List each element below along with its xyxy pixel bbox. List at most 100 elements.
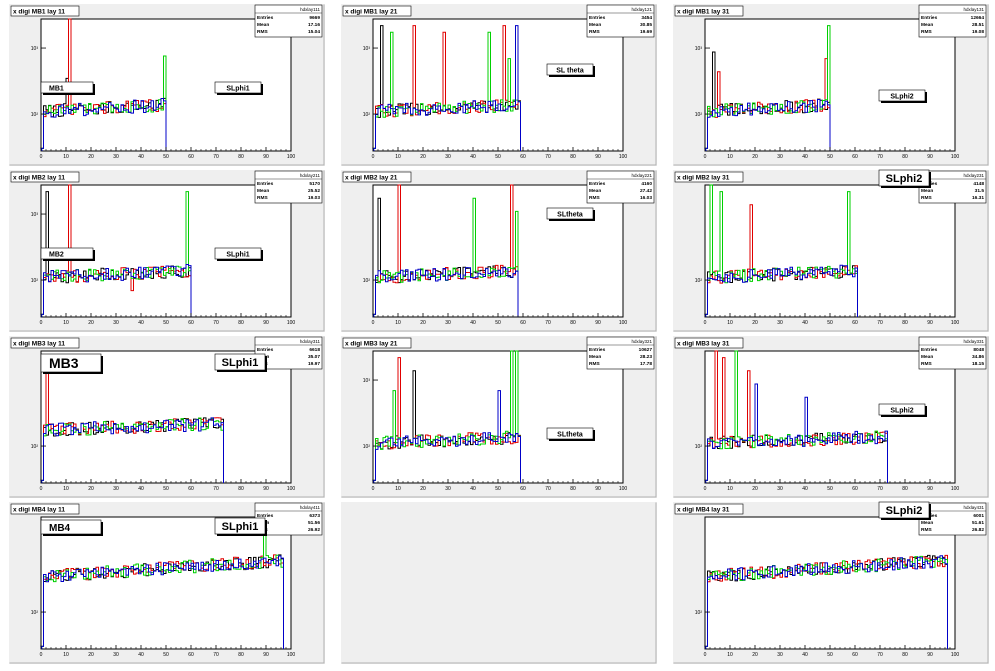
x-tick-label: 90 [263,320,269,326]
x-tick-label: 70 [213,652,219,658]
station-label-box [40,247,94,260]
histogram-title: x digi MB1 lay 31 [677,9,730,16]
stats-hist-name: hdxlay221 [631,173,652,178]
pad-shadow [673,496,989,498]
x-tick-label: 10 [727,154,733,160]
x-tick-label: 80 [570,486,576,492]
x-tick-label: 60 [188,652,194,658]
stats-hist-name: hdxlay131 [963,7,984,12]
histogram-line-blue [372,267,519,318]
stats-rms-label: RMS [589,29,600,35]
stats-mean-value: 28.23 [640,354,652,360]
superlayer-label: SLphi2 [886,173,923,185]
histogram-title: x digi MB2 lay 31 [677,175,730,182]
x-tick-label: 30 [113,154,119,160]
stats-entries-value: 6618 [309,347,320,353]
y-tick-label: 10² [363,278,371,284]
x-tick-label: 30 [113,320,119,326]
pad-shadow [673,164,989,166]
x-tick-label: 60 [852,486,858,492]
x-tick-label: 20 [88,652,94,658]
superlayer-label: SLphi1 [222,521,259,533]
y-tick-label: 10² [31,610,39,616]
x-tick-label: 100 [619,154,628,160]
x-tick-label: 90 [927,652,933,658]
pad-shadow [341,496,657,498]
stats-mean-label: Mean [589,188,601,194]
histogram-pad: 0 10 20 30 40 50 60 70 80 90 100 10² x digi MB2 lay … [673,169,989,332]
x-tick-label: 10 [395,320,401,326]
stats-entries-value: 8048 [973,347,984,353]
x-tick-label: 0 [40,320,43,326]
stats-entries-label: Entries [921,347,938,353]
x-tick-label: 50 [827,652,833,658]
superlayer-label-box [546,427,594,440]
x-tick-label: 50 [827,154,833,160]
histogram-pad: 0 10 20 30 40 50 60 70 80 90 100 10² x digi MB3 lay … [9,336,325,498]
y-tick-label: 10² [695,278,703,284]
stats-mean-label: Mean [589,354,601,360]
stats-mean-value: 28.51 [972,22,984,28]
x-tick-label: 100 [287,486,296,492]
pad-shadow [341,662,657,664]
x-tick-label: 100 [287,652,296,658]
stats-rms-value: 26.82 [972,527,984,533]
stats-hist-name: hdxlay211 [300,173,321,178]
stats-rms-value: 19.97 [308,361,320,367]
x-tick-label: 90 [595,320,601,326]
pad-background [341,502,657,664]
station-label: MB3 [49,355,79,371]
plot-frame [372,18,624,152]
plot-frame [372,184,624,318]
plot-frame [40,516,292,650]
station-label-box [40,519,102,535]
plot-frame [704,516,956,650]
x-tick-label: 70 [545,486,551,492]
title-box [10,337,80,349]
superlayer-label: SL theta [556,67,584,74]
superlayer-label-box [214,353,266,371]
station-label-box [40,353,102,373]
histogram-line-blue [40,98,167,152]
superlayer-label-box [878,403,926,416]
stats-mean-value: 34.86 [972,354,984,360]
superlayer-label-box [214,247,262,260]
histogram-title: x digi MB3 lay 11 [13,341,65,348]
pad-shadow [323,170,325,332]
x-tick-label: 10 [727,320,733,326]
histogram-pad: 0 10 20 30 40 50 60 70 80 90 100 10² 10³ x digi MB3 l… [341,336,657,498]
stats-rms-value: 26.92 [308,527,320,533]
histogram-line-blue [704,383,888,484]
title-box [674,171,744,183]
stats-mean-value: 51.61 [972,520,984,526]
stats-entries-value: 10627 [639,347,653,353]
x-tick-label: 50 [827,486,833,492]
superlayer-label-box [878,89,926,102]
x-tick-label: 40 [138,154,144,160]
stats-box [254,4,323,38]
stats-hist-name: hdxlay111 [300,7,320,12]
x-tick-label: 80 [902,320,908,326]
x-tick-label: 30 [777,486,783,492]
y-tick-label: 10² [695,112,703,118]
x-tick-label: 90 [263,154,269,160]
x-tick-label: 20 [420,154,426,160]
x-tick-label: 60 [852,652,858,658]
x-tick-label: 30 [777,652,783,658]
superlayer-label-box [878,169,930,187]
x-tick-label: 20 [88,154,94,160]
stats-entries-value: 4148 [973,181,984,187]
histogram-title: x digi MB3 lay 21 [345,341,398,348]
title-box [342,171,412,183]
x-tick-label: 80 [238,652,244,658]
histogram-title: x digi MB3 lay 31 [677,341,730,348]
y-tick-label: 10³ [363,378,371,384]
stats-entries-value: 5170 [309,181,320,187]
stats-entries-label: Entries [257,513,274,519]
stats-hist-name: hdxlay431 [963,505,984,510]
superlayer-label: SLphi2 [890,407,913,414]
pad-shadow [341,330,657,332]
x-tick-label: 60 [188,154,194,160]
stats-rms-label: RMS [257,195,268,201]
